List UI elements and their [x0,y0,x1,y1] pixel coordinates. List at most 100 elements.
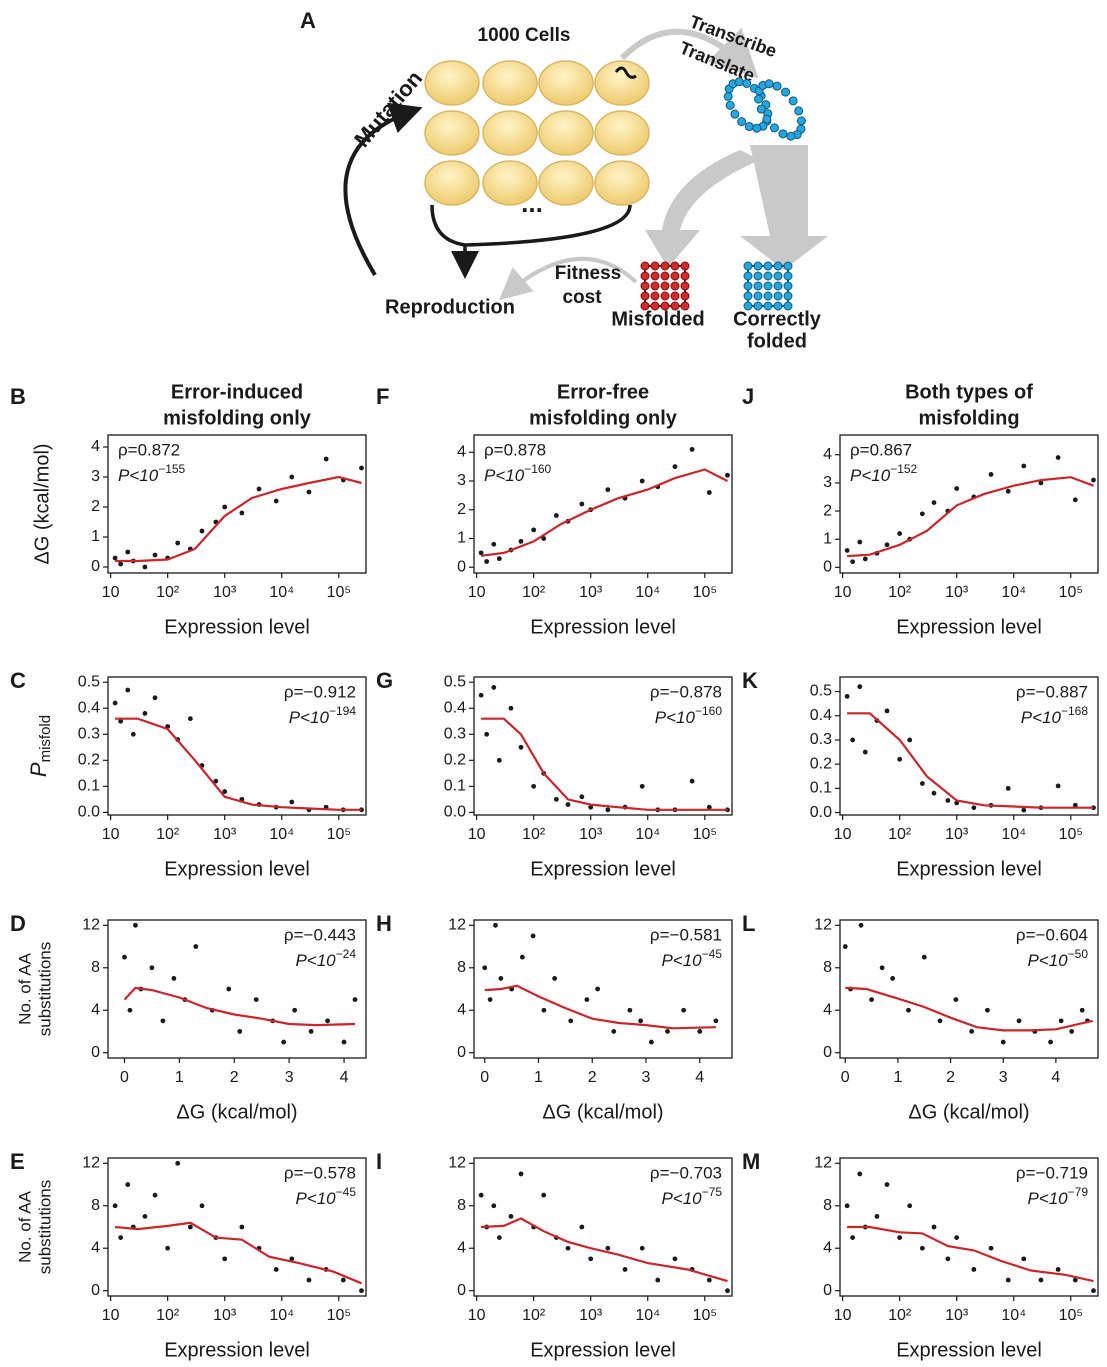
p-exponent: −194 [329,704,356,718]
data-point [874,1213,880,1219]
residue [773,271,783,281]
data-point [584,997,590,1003]
x-tick-label: 0 [480,1069,489,1086]
p-label: P<10−194 [289,704,357,727]
y-tick-label: 0.0 [444,804,466,821]
y-tick-label: 0 [823,559,832,576]
data-point [937,1018,943,1024]
rho-label: ρ=−0.887 [1016,682,1088,701]
data-point [697,1029,703,1034]
data-point [199,1203,205,1209]
x-tick-label: 10⁴ [1001,1307,1026,1324]
residue [640,281,650,291]
cell [538,160,594,206]
y-tick-label: 4 [457,1001,466,1018]
trend-line [845,986,1093,1032]
data-point [289,474,295,480]
x-tick-label: 10² [522,826,546,843]
residue [670,301,680,311]
panel-letter: A [300,8,316,33]
misfolded-label: Misfolded [611,308,704,330]
data-point [306,489,312,495]
x-tick-label: 0 [841,1069,850,1086]
data-point [160,1018,166,1024]
trend-line [484,984,716,1030]
residue [788,96,798,106]
data-point [971,805,977,811]
data-point [655,1277,661,1283]
residue [640,271,650,281]
data-point [125,1182,131,1187]
p-label: P<10−45 [295,1185,356,1208]
x-tick-label: 0 [120,1069,129,1086]
x-tick-label: 10⁴ [269,826,294,843]
p-text: P<10 [118,466,159,485]
residue [660,261,670,271]
p-exponent: −75 [702,1185,723,1199]
data-point [605,487,611,493]
data-point [1005,785,1011,791]
p-label: P<10−168 [1021,704,1089,727]
data-point [496,757,502,763]
residue [752,123,762,133]
data-point [222,1256,228,1262]
p-text: P<10 [289,708,330,727]
trend-line [847,712,1094,809]
data-point [931,1224,937,1230]
rho-label: ρ=−0.604 [1016,925,1088,944]
panel: I 10 10² 10³ 10⁴ 10⁵ 0 4 8 12 Expression level ρ=−0… [376,1149,733,1361]
residue [794,106,804,116]
x-tick-label: 2 [588,1069,597,1086]
data-point [340,1277,346,1283]
data-point [713,1018,719,1024]
y-tick-label: 0 [457,1282,466,1299]
x-axis-label: Expression level [896,616,1042,638]
data-point [857,1171,863,1177]
data-point [112,1203,118,1209]
rho-label: ρ=−0.878 [650,682,722,701]
x-tick-label: 10 [834,1307,852,1324]
residue [783,261,793,271]
data-point [142,1213,148,1219]
data-point [112,700,118,706]
residue [763,291,773,301]
data-point [175,1160,181,1166]
x-tick-label: 10 [834,584,852,601]
residue [725,100,735,110]
data-point [681,1007,687,1013]
y-tick-label: 0.1 [444,778,466,795]
data-point [306,1277,312,1283]
p-exponent: −155 [158,462,185,476]
x-axis-label: Expression level [164,616,310,638]
fitness-label: Fitness [555,263,622,284]
x-axis-label: Expression level [530,1339,676,1361]
data-point [359,465,364,471]
y-tick-label: 4 [823,446,832,463]
data-point [281,1039,287,1045]
column-title: misfolding only [163,407,312,429]
data-point [359,1288,364,1294]
y-tick-label: 0 [91,1282,100,1299]
data-point [531,527,537,533]
residue [723,91,733,101]
y-tick-label: 0.3 [78,726,100,743]
trend-line [115,717,362,811]
x-tick-label: 10⁵ [1059,584,1083,601]
panel: K 10 10² 10³ 10⁴ 10⁵ 0.0 0.1 0.2 0.3 0.4 0.5 Express… [742,668,1099,880]
data-point [133,922,138,928]
y-tick-label: 8 [823,1197,832,1214]
data-point [1055,783,1061,789]
data-point [595,986,601,992]
y-tick-label: 0 [457,558,466,575]
data-point [988,1245,994,1251]
residue [640,291,650,301]
x-tick-label: 10² [888,584,912,601]
y-tick-label: 12 [82,1155,100,1172]
data-point [541,1192,547,1198]
data-point [508,1213,514,1219]
residue [773,291,783,301]
residue [650,291,660,301]
y-tick-label: 8 [91,1197,100,1214]
residue [660,301,670,311]
data-point [1021,463,1027,469]
